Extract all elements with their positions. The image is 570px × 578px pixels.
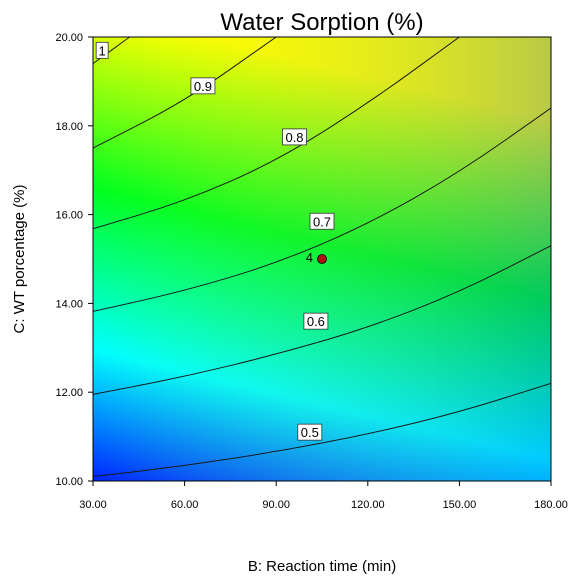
contour-line (93, 382, 551, 478)
contour-lines (93, 37, 551, 478)
contour-line (93, 37, 277, 149)
contour-label-box (95, 41, 109, 59)
x-tick-label: 60.00 (171, 499, 199, 511)
y-axis-ticks: 10.00 12.00 14.00 16.00 18.00 20.00 (55, 32, 93, 488)
contour-label: 1 (99, 43, 106, 58)
x-axis-label: B: Reaction time (min) (248, 558, 396, 575)
design-point-group: 4 (306, 250, 327, 265)
x-tick-label: 180.00 (534, 499, 568, 511)
design-point-marker (317, 254, 327, 264)
chart-title: Water Sorption (%) (220, 9, 423, 36)
contour-line (93, 37, 460, 230)
x-tick-label: 90.00 (262, 499, 290, 511)
contour-label: 0.8 (285, 130, 303, 145)
contour-label: 0.9 (194, 79, 212, 94)
contour-label-box (309, 212, 335, 230)
contour-label: 0.5 (301, 425, 319, 440)
y-tick-label: 10.00 (55, 476, 83, 488)
contour-label: 0.7 (313, 214, 331, 229)
y-tick-label: 12.00 (55, 387, 83, 399)
contour-line (93, 107, 551, 312)
x-axis-ticks: 30.00 60.00 90.00 120.00 150.00 180.00 (79, 481, 568, 511)
contour-line (93, 245, 551, 395)
plot-frame (92, 36, 552, 482)
contour-line (93, 37, 130, 65)
contour-label-box (297, 423, 323, 441)
x-tick-label: 120.00 (351, 499, 385, 511)
y-tick-label: 20.00 (55, 32, 83, 44)
x-tick-label: 150.00 (443, 499, 477, 511)
contour-labels: 0.5 0.6 0.7 0.8 0.9 1 (95, 41, 335, 441)
contour-label: 0.6 (307, 314, 325, 329)
y-axis-label: C: WT porcentage (%) (11, 185, 28, 334)
y-tick-label: 14.00 (55, 298, 83, 310)
contour-label-box (282, 128, 307, 146)
y-tick-label: 16.00 (55, 210, 83, 222)
design-point-label: 4 (306, 250, 313, 265)
contour-label-box (303, 312, 329, 330)
y-tick-label: 18.00 (55, 121, 83, 133)
x-tick-label: 30.00 (79, 499, 107, 511)
contour-label-box (190, 77, 216, 95)
